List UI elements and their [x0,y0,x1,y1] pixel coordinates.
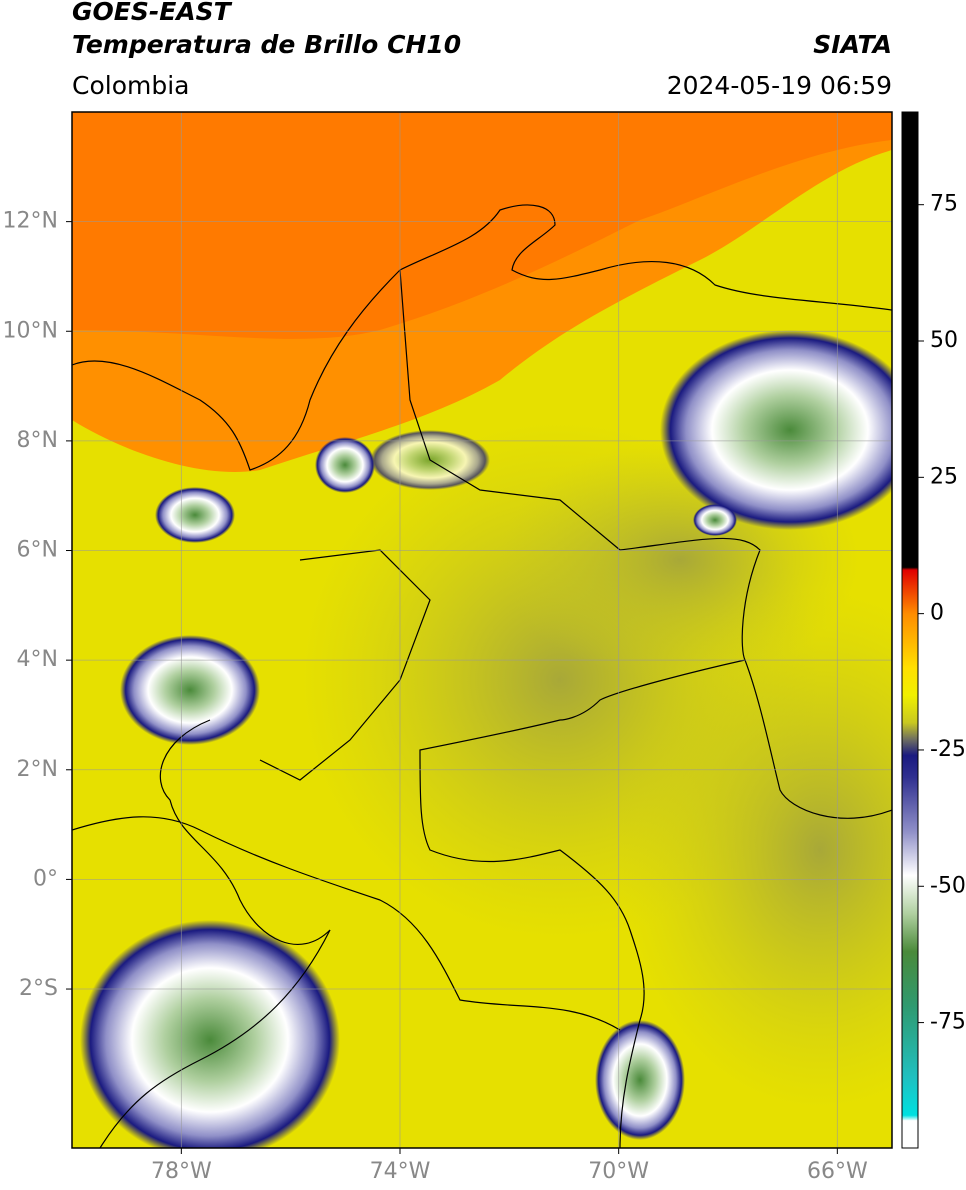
region: Colombia [72,71,189,100]
map-frame [71,111,893,1149]
datetime: 2024-05-19 06:59 [667,71,892,100]
subtitle: Temperatura de Brillo CH10 [72,30,461,59]
title: GOES-EAST [72,0,233,26]
y-tick-label: 10°N [3,318,58,343]
source: SIATA [813,30,892,59]
y-tick-label: 12°N [3,209,58,234]
colorbar-tick-label: 50 [930,328,958,353]
x-tick-label: 78°W [151,1159,212,1184]
y-tick-label: 4°N [17,647,58,672]
colorbar-tick-label: -75 [930,1010,966,1035]
x-tick-label: 74°W [370,1159,431,1184]
y-tick-label: 2°N [17,757,58,782]
y-tick-label: 2°S [19,976,58,1001]
colorbar-tick-label: 75 [930,192,958,217]
y-tick-label: 6°N [17,538,58,563]
x-tick-label: 70°W [588,1159,649,1184]
satellite-image [72,112,892,1148]
graticule [72,112,892,1148]
y-tick-label: 0° [33,866,58,891]
colorbar-tick-label: 0 [930,601,944,626]
x-tick-label: 66°W [807,1159,868,1184]
colorbar [901,111,919,1149]
colorbar-tick-label: -25 [930,737,966,762]
colorbar-tick-label: 25 [930,464,958,489]
y-tick-label: 8°N [17,428,58,453]
colorbar-tick-label: -50 [930,873,966,898]
